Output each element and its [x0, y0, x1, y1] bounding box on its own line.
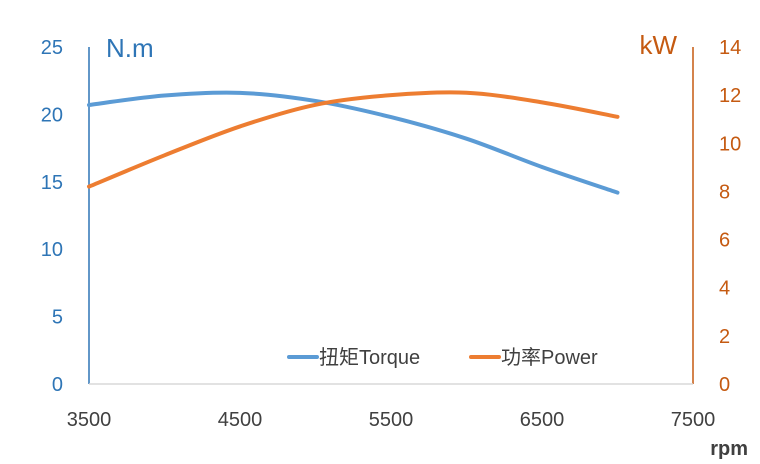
right-axis-tick-label: 2: [719, 326, 730, 348]
torque-series-line: [87, 90, 620, 195]
left-axis-unit: N.m: [106, 33, 154, 63]
x-axis-tick-label: 5500: [369, 409, 414, 431]
right-axis-tick-label: 6: [719, 230, 730, 252]
right-axis-tick-label: 10: [719, 133, 741, 155]
x-axis-tick-label: 6500: [520, 409, 565, 431]
x-axis-tick-label: 4500: [218, 409, 263, 431]
legend-label-power: 功率Power: [501, 346, 598, 369]
right-axis-tick-label: 0: [719, 374, 730, 396]
left-axis-tick-label: 0: [52, 374, 63, 396]
x-axis-label: rpm: [710, 438, 748, 460]
right-axis-tick-label: 14: [719, 37, 741, 59]
right-axis-tick-label: 12: [719, 85, 741, 107]
right-axis-tick-label: 4: [719, 278, 730, 300]
left-axis-tick-label: 5: [52, 307, 63, 329]
left-axis-tick-label: 25: [41, 37, 63, 59]
legend: 扭矩Torque 功率Power: [287, 346, 598, 369]
right-axis-tick-label: 8: [719, 181, 730, 203]
x-axis-tick-label: 7500: [671, 409, 716, 431]
left-axis-tick-label: 10: [41, 239, 63, 261]
x-axis-tick-label: 3500: [67, 409, 112, 431]
right-axis-unit: kW: [639, 30, 677, 60]
power-series-line: [87, 90, 620, 189]
left-axis-tick-label: 15: [41, 172, 63, 194]
left-axis-tick-label: 20: [41, 104, 63, 126]
legend-label-torque: 扭矩Torque: [319, 346, 420, 369]
